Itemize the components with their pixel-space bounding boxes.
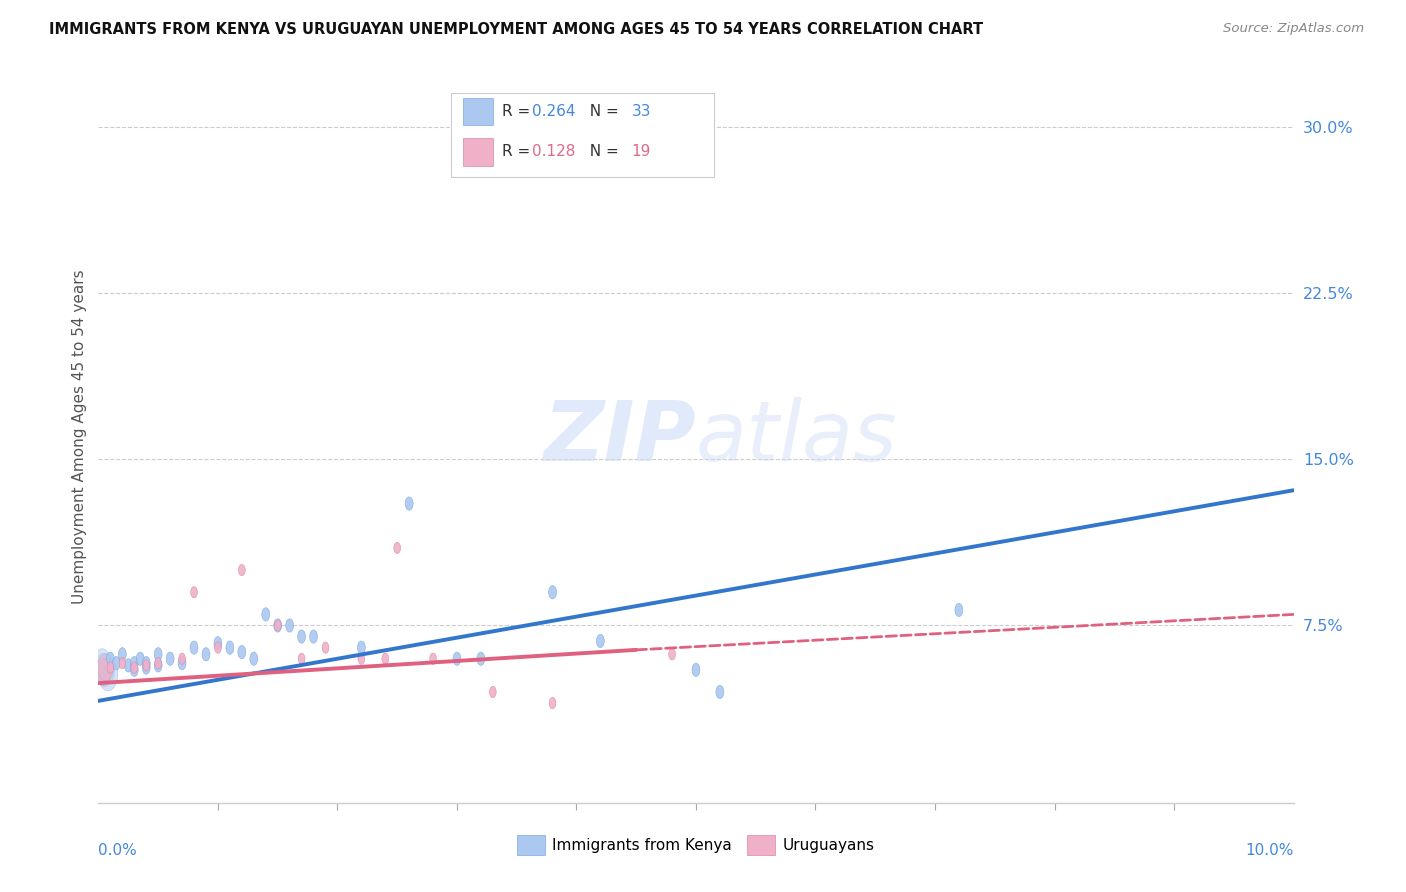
Ellipse shape xyxy=(226,641,233,655)
Ellipse shape xyxy=(179,653,186,665)
Text: N =: N = xyxy=(581,104,624,120)
Ellipse shape xyxy=(131,662,138,673)
Text: 0.128: 0.128 xyxy=(533,145,575,160)
Ellipse shape xyxy=(96,658,111,685)
Ellipse shape xyxy=(202,648,209,661)
Ellipse shape xyxy=(692,663,700,676)
Ellipse shape xyxy=(716,685,724,698)
Text: IMMIGRANTS FROM KENYA VS URUGUAYAN UNEMPLOYMENT AMONG AGES 45 TO 54 YEARS CORREL: IMMIGRANTS FROM KENYA VS URUGUAYAN UNEMP… xyxy=(49,22,983,37)
Ellipse shape xyxy=(274,620,281,632)
Ellipse shape xyxy=(477,652,485,665)
Ellipse shape xyxy=(107,662,114,673)
Ellipse shape xyxy=(124,658,132,672)
Ellipse shape xyxy=(955,603,963,616)
Ellipse shape xyxy=(107,652,114,665)
Ellipse shape xyxy=(98,657,118,691)
Text: 10.0%: 10.0% xyxy=(1246,843,1294,858)
Ellipse shape xyxy=(453,652,461,665)
Ellipse shape xyxy=(596,634,605,648)
Ellipse shape xyxy=(405,497,413,510)
Text: 0.264: 0.264 xyxy=(533,104,575,120)
Ellipse shape xyxy=(120,657,125,669)
Ellipse shape xyxy=(136,652,145,665)
Legend: Immigrants from Kenya, Uruguayans: Immigrants from Kenya, Uruguayans xyxy=(512,830,880,861)
Text: Source: ZipAtlas.com: Source: ZipAtlas.com xyxy=(1223,22,1364,36)
Ellipse shape xyxy=(262,607,270,621)
Ellipse shape xyxy=(357,641,366,655)
Ellipse shape xyxy=(298,653,305,665)
Text: R =: R = xyxy=(502,145,536,160)
Ellipse shape xyxy=(93,648,112,682)
Ellipse shape xyxy=(298,630,305,643)
Ellipse shape xyxy=(131,657,138,670)
Ellipse shape xyxy=(118,648,127,661)
Ellipse shape xyxy=(309,630,318,643)
Text: atlas: atlas xyxy=(696,397,897,477)
Ellipse shape xyxy=(512,142,522,156)
Ellipse shape xyxy=(250,652,257,665)
Text: 19: 19 xyxy=(631,145,651,160)
FancyBboxPatch shape xyxy=(451,94,714,178)
Ellipse shape xyxy=(155,648,162,661)
Ellipse shape xyxy=(214,637,222,650)
Ellipse shape xyxy=(142,657,150,670)
Text: ZIP: ZIP xyxy=(543,397,696,477)
Text: R =: R = xyxy=(502,104,536,120)
Ellipse shape xyxy=(669,648,675,660)
Y-axis label: Unemployment Among Ages 45 to 54 years: Unemployment Among Ages 45 to 54 years xyxy=(72,269,87,605)
Ellipse shape xyxy=(239,565,245,575)
Ellipse shape xyxy=(489,686,496,698)
Text: N =: N = xyxy=(581,145,624,160)
FancyBboxPatch shape xyxy=(463,98,494,126)
Ellipse shape xyxy=(190,641,198,655)
Ellipse shape xyxy=(155,658,162,672)
Ellipse shape xyxy=(382,653,388,665)
Ellipse shape xyxy=(143,660,149,671)
Ellipse shape xyxy=(155,657,162,669)
Ellipse shape xyxy=(394,542,401,554)
Ellipse shape xyxy=(215,642,221,653)
Ellipse shape xyxy=(142,661,150,674)
Ellipse shape xyxy=(322,642,329,653)
Ellipse shape xyxy=(112,657,121,670)
Ellipse shape xyxy=(430,653,436,665)
Ellipse shape xyxy=(550,698,555,709)
Ellipse shape xyxy=(359,653,364,665)
Ellipse shape xyxy=(285,619,294,632)
Text: 33: 33 xyxy=(631,104,651,120)
Ellipse shape xyxy=(191,587,197,598)
Ellipse shape xyxy=(274,619,281,632)
Ellipse shape xyxy=(131,663,138,676)
Text: 0.0%: 0.0% xyxy=(98,843,138,858)
Ellipse shape xyxy=(548,585,557,599)
Ellipse shape xyxy=(179,657,186,670)
FancyBboxPatch shape xyxy=(463,138,494,166)
Ellipse shape xyxy=(166,652,174,665)
Ellipse shape xyxy=(97,654,114,681)
Ellipse shape xyxy=(238,646,246,658)
Ellipse shape xyxy=(94,653,114,687)
